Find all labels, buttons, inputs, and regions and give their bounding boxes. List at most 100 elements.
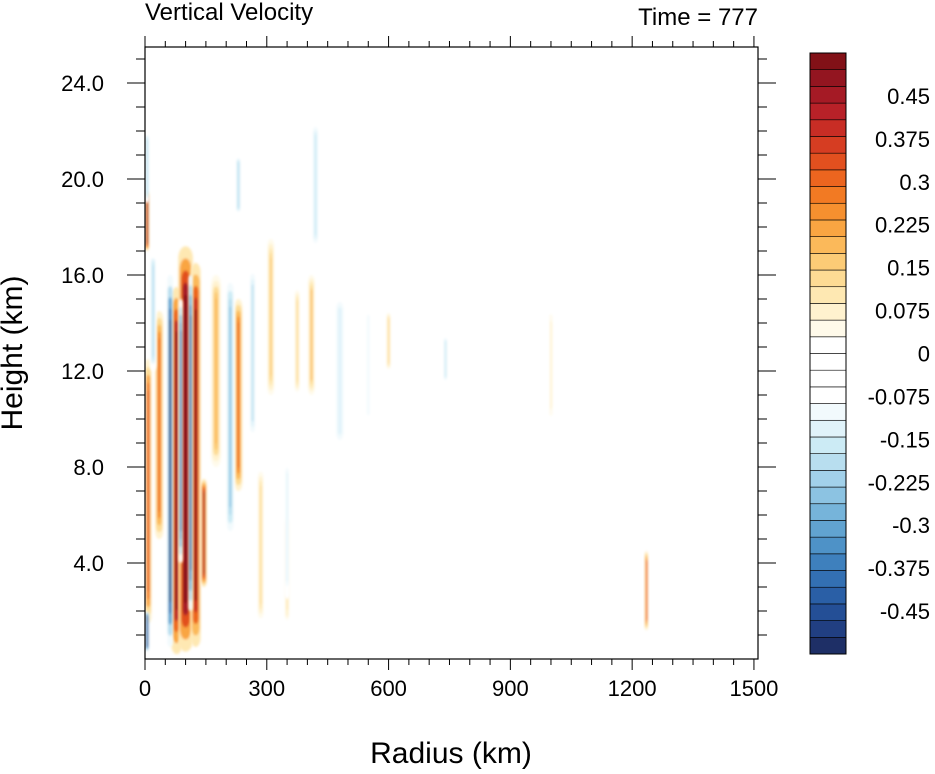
downdraft-25-band-4 — [146, 139, 149, 195]
x-tick-label: 600 — [370, 676, 407, 701]
y-tick-label: 24.0 — [61, 71, 104, 96]
colorbar-label: 0.225 — [875, 213, 930, 238]
updraft-16-band-4 — [550, 323, 553, 407]
colorbar-box — [809, 186, 847, 204]
downdraft-24 — [235, 155, 242, 215]
downdraft-24-band-4 — [237, 162, 240, 208]
downdraft-18 — [178, 299, 183, 563]
colorbar-label: -0.075 — [868, 384, 930, 409]
downdraft-28 — [442, 335, 448, 383]
colorbar-box — [809, 319, 847, 338]
colorbar-box — [809, 403, 847, 421]
colorbar-box — [809, 86, 847, 104]
colorbar-box — [809, 136, 847, 154]
colorbar-box — [809, 169, 847, 187]
updraft-10-band-4 — [270, 257, 272, 377]
x-tick-label: 1200 — [608, 676, 657, 701]
colorbar-box — [809, 620, 847, 638]
colorbar-box — [809, 152, 847, 171]
updraft-7 — [234, 299, 243, 491]
colorbar-box — [809, 470, 847, 488]
colorbar-label: -0.375 — [868, 556, 930, 581]
updraft-11-band-4 — [296, 299, 299, 383]
updraft-11 — [294, 287, 301, 395]
downdraft-22-band-4 — [152, 265, 154, 357]
updraft-15 — [644, 551, 648, 631]
colorbar-label: -0.3 — [892, 513, 930, 538]
updraft-13 — [386, 311, 392, 371]
colorbar-label: 0.15 — [887, 256, 930, 281]
colorbar-box — [809, 353, 847, 371]
downdraft-22 — [149, 251, 157, 371]
downdraft-19-band-4 — [190, 315, 192, 571]
updraft-4 — [145, 359, 152, 623]
plot-frame — [144, 46, 759, 660]
downdraft-27 — [362, 299, 375, 431]
y-tick-label: 20.0 — [61, 167, 104, 192]
y-axis-title: Height (km) — [0, 275, 29, 430]
colorbar-box — [809, 269, 847, 288]
colorbar-label: -0.15 — [880, 427, 930, 452]
updraft-12 — [308, 275, 315, 395]
downdraft-18-band-4 — [180, 330, 182, 532]
downdraft-26 — [330, 287, 349, 455]
downdraft-28-band-4 — [444, 340, 447, 378]
colorbar-box — [809, 637, 847, 655]
colorbar-label: 0.375 — [875, 127, 930, 152]
colorbar-box — [809, 503, 847, 521]
downdraft-21-band-4 — [229, 306, 232, 508]
updraft-5-band-4 — [158, 338, 161, 512]
downdraft-26-band-4 — [338, 307, 342, 435]
x-tick-label: 900 — [492, 676, 529, 701]
updraft-4-band-4 — [147, 390, 150, 592]
colorbar-boxes — [809, 52, 847, 655]
downdraft-17 — [167, 275, 174, 647]
x-axis-title: Radius (km) — [370, 737, 532, 770]
downdraft-19 — [188, 275, 193, 611]
colorbar-box — [809, 102, 847, 121]
updraft-13-band-4 — [388, 318, 390, 364]
colorbar-box — [809, 386, 847, 404]
colorbar-box — [809, 603, 847, 621]
colorbar-box — [809, 553, 847, 571]
colorbar-box — [809, 286, 847, 304]
colorbar-box — [809, 419, 847, 438]
colorbar-box — [809, 52, 847, 70]
colorbar-box — [809, 253, 847, 271]
downdraft-25 — [145, 131, 150, 203]
colorbar-label: 0.075 — [875, 299, 930, 324]
x-tick-label: 0 — [139, 676, 151, 701]
colorbar-label: 0.3 — [899, 170, 930, 195]
colorbar-box — [809, 336, 847, 354]
colorbar-box — [809, 586, 847, 605]
colorbar-labels: 0.45 0.375 0.3 0.225 0.15 0.075 0 -0.075 -0.15 -0… — [868, 84, 930, 624]
updraft-0-band-4 — [175, 331, 178, 611]
colorbar-box — [809, 536, 847, 555]
x-tick-label: 1500 — [729, 676, 778, 701]
colorbar-box — [809, 520, 847, 538]
colorbar-box — [809, 219, 847, 237]
y-tick-labels: 4.0 8.0 12.0 16.0 20.0 24.0 — [61, 71, 104, 576]
colorbar-box — [809, 303, 847, 321]
updraft-8-band-4 — [215, 298, 218, 444]
updraft-2 — [190, 263, 201, 647]
updraft-10 — [267, 239, 275, 395]
updraft-3-band-4 — [203, 491, 205, 575]
colorbar-box — [809, 236, 847, 254]
y-tick-label: 8.0 — [73, 455, 104, 480]
axis-ticks — [127, 36, 776, 670]
colorbar-label: -0.225 — [868, 470, 930, 495]
downdraft-29 — [311, 119, 320, 251]
colorbar-box — [809, 453, 847, 471]
colorbar-frame — [809, 52, 847, 655]
downdraft-23-band-4 — [251, 284, 254, 422]
downdraft-30 — [283, 455, 291, 599]
downdraft-20 — [145, 611, 150, 652]
downdraft-23 — [248, 263, 257, 443]
updraft-16 — [549, 311, 553, 419]
updraft-8 — [211, 275, 221, 467]
colorbar-label: 0.45 — [887, 84, 930, 109]
updraft-9 — [257, 467, 264, 623]
downdraft-29-band-4 — [314, 134, 317, 236]
